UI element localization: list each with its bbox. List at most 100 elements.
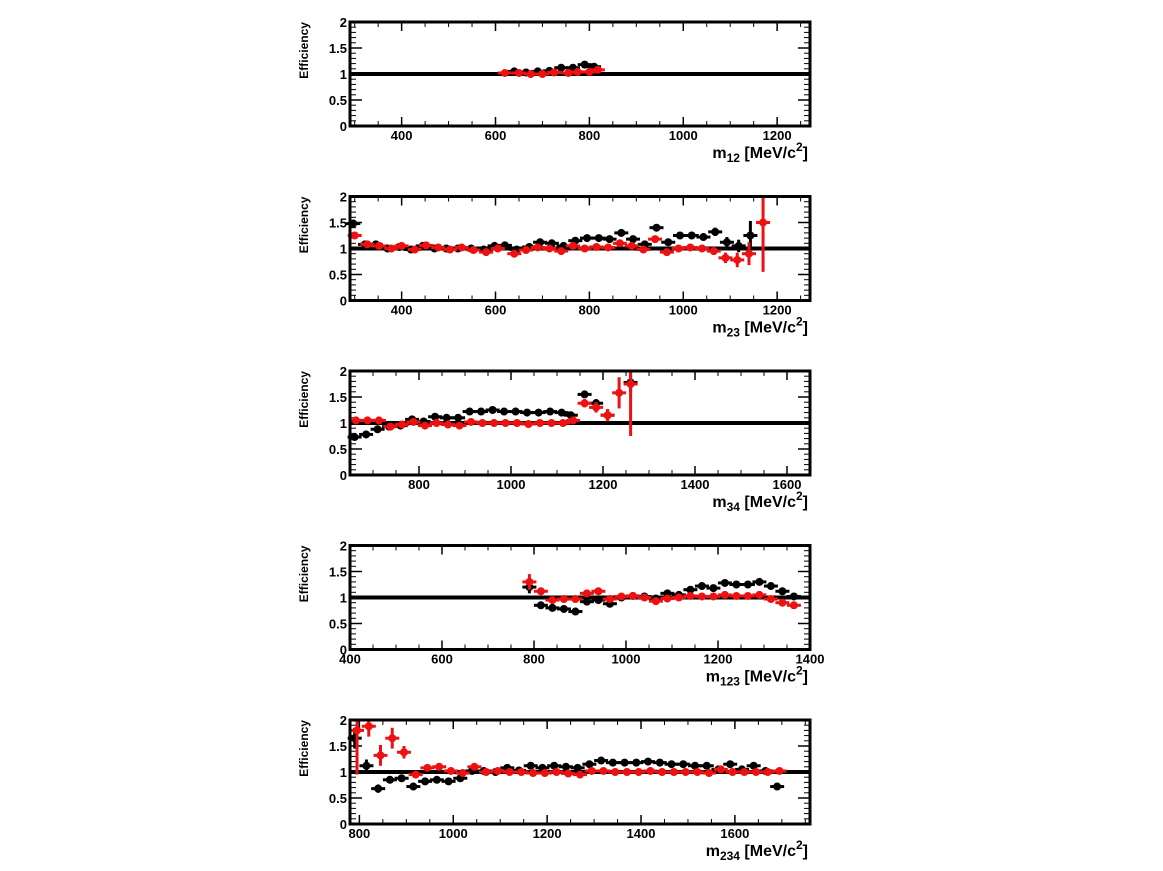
data-point [451, 413, 466, 422]
data-marker [488, 406, 497, 414]
data-point [535, 763, 550, 772]
data-point [577, 390, 592, 399]
data-point [371, 416, 386, 425]
data-marker [702, 761, 711, 770]
data-point [523, 761, 538, 770]
data-point [763, 595, 778, 604]
data-marker [422, 241, 431, 250]
data-point [565, 241, 580, 250]
y-tick-label: 1 [340, 591, 347, 606]
data-marker [651, 235, 660, 244]
data-point [648, 235, 663, 244]
data-marker [482, 768, 491, 776]
data-marker [698, 244, 707, 253]
data-point [479, 248, 494, 257]
data-marker [557, 63, 566, 72]
data-point [702, 769, 717, 778]
x-axis-label-part: m [712, 320, 726, 337]
data-marker [529, 769, 538, 778]
data-marker [376, 751, 385, 760]
x-axis-label-part: 234 [720, 849, 740, 863]
x-axis-label: m123 [MeV/c2] [706, 664, 808, 689]
x-axis-label-part: 2 [796, 489, 803, 503]
data-point [555, 419, 570, 427]
x-tick-label: 1200 [704, 652, 733, 667]
data-point [372, 241, 387, 250]
data-point [577, 399, 592, 408]
x-axis-label-part: 2 [796, 664, 803, 678]
x-tick-label: 600 [431, 652, 453, 667]
data-marker [651, 597, 660, 606]
data-marker [740, 768, 749, 776]
series-red [348, 371, 638, 436]
data-marker [743, 580, 752, 589]
data-marker [580, 60, 589, 69]
data-point [629, 758, 644, 767]
data-point [554, 63, 569, 72]
data-point [570, 67, 585, 76]
data-marker [732, 580, 741, 589]
data-point [648, 597, 663, 606]
data-marker [559, 604, 568, 613]
data-marker [626, 380, 635, 388]
data-marker [399, 748, 408, 757]
x-axis-label: m12 [MeV/c2] [712, 140, 808, 165]
y-tick-label: 1 [340, 67, 347, 82]
data-marker [545, 244, 554, 253]
data-point [566, 416, 581, 425]
data-marker [585, 760, 594, 769]
data-marker [548, 596, 557, 605]
data-marker [411, 770, 420, 779]
data-marker [658, 768, 667, 776]
data-point [533, 587, 548, 596]
data-point [684, 231, 699, 240]
data-marker [432, 419, 441, 427]
data-marker [580, 244, 589, 253]
x-tick-label: 1000 [669, 128, 698, 143]
data-point [360, 240, 375, 249]
data-point [699, 761, 714, 770]
x-axis-label-part: [MeV/c [740, 145, 796, 162]
data-marker [608, 758, 617, 767]
data-point [672, 231, 687, 240]
y-axis-label: Efficiency [297, 22, 311, 79]
data-point [666, 768, 681, 776]
data-marker [397, 774, 406, 783]
data-marker [489, 419, 498, 427]
data-point [429, 419, 444, 427]
data-marker [571, 607, 580, 616]
data-point [533, 601, 548, 610]
data-point [786, 601, 801, 610]
data-marker [594, 587, 603, 596]
data-point [420, 763, 435, 772]
data-marker [580, 399, 589, 408]
data-point [452, 421, 467, 430]
data-point [723, 760, 738, 769]
data-marker [534, 408, 543, 417]
data-marker [385, 775, 394, 784]
y-axis-label: Efficiency [297, 720, 311, 777]
data-marker [500, 68, 509, 77]
data-point [383, 422, 398, 431]
x-axis-label-part: [MeV/c [740, 494, 796, 511]
data-point [407, 245, 422, 254]
data-marker [455, 421, 464, 430]
data-marker [789, 601, 798, 610]
x-tick-label: 1400 [796, 652, 825, 667]
data-marker [420, 421, 429, 430]
data-point [490, 244, 505, 253]
data-point [547, 68, 562, 77]
data-marker [693, 768, 702, 776]
data-point [584, 766, 599, 775]
data-marker [364, 722, 373, 731]
data-marker [763, 768, 772, 776]
data-marker [752, 768, 761, 776]
data-point [706, 247, 721, 256]
plot-frame [348, 544, 812, 651]
x-axis-label-part: ] [803, 843, 808, 860]
data-marker [675, 231, 684, 240]
data-marker [526, 70, 535, 78]
data-point [455, 769, 470, 778]
